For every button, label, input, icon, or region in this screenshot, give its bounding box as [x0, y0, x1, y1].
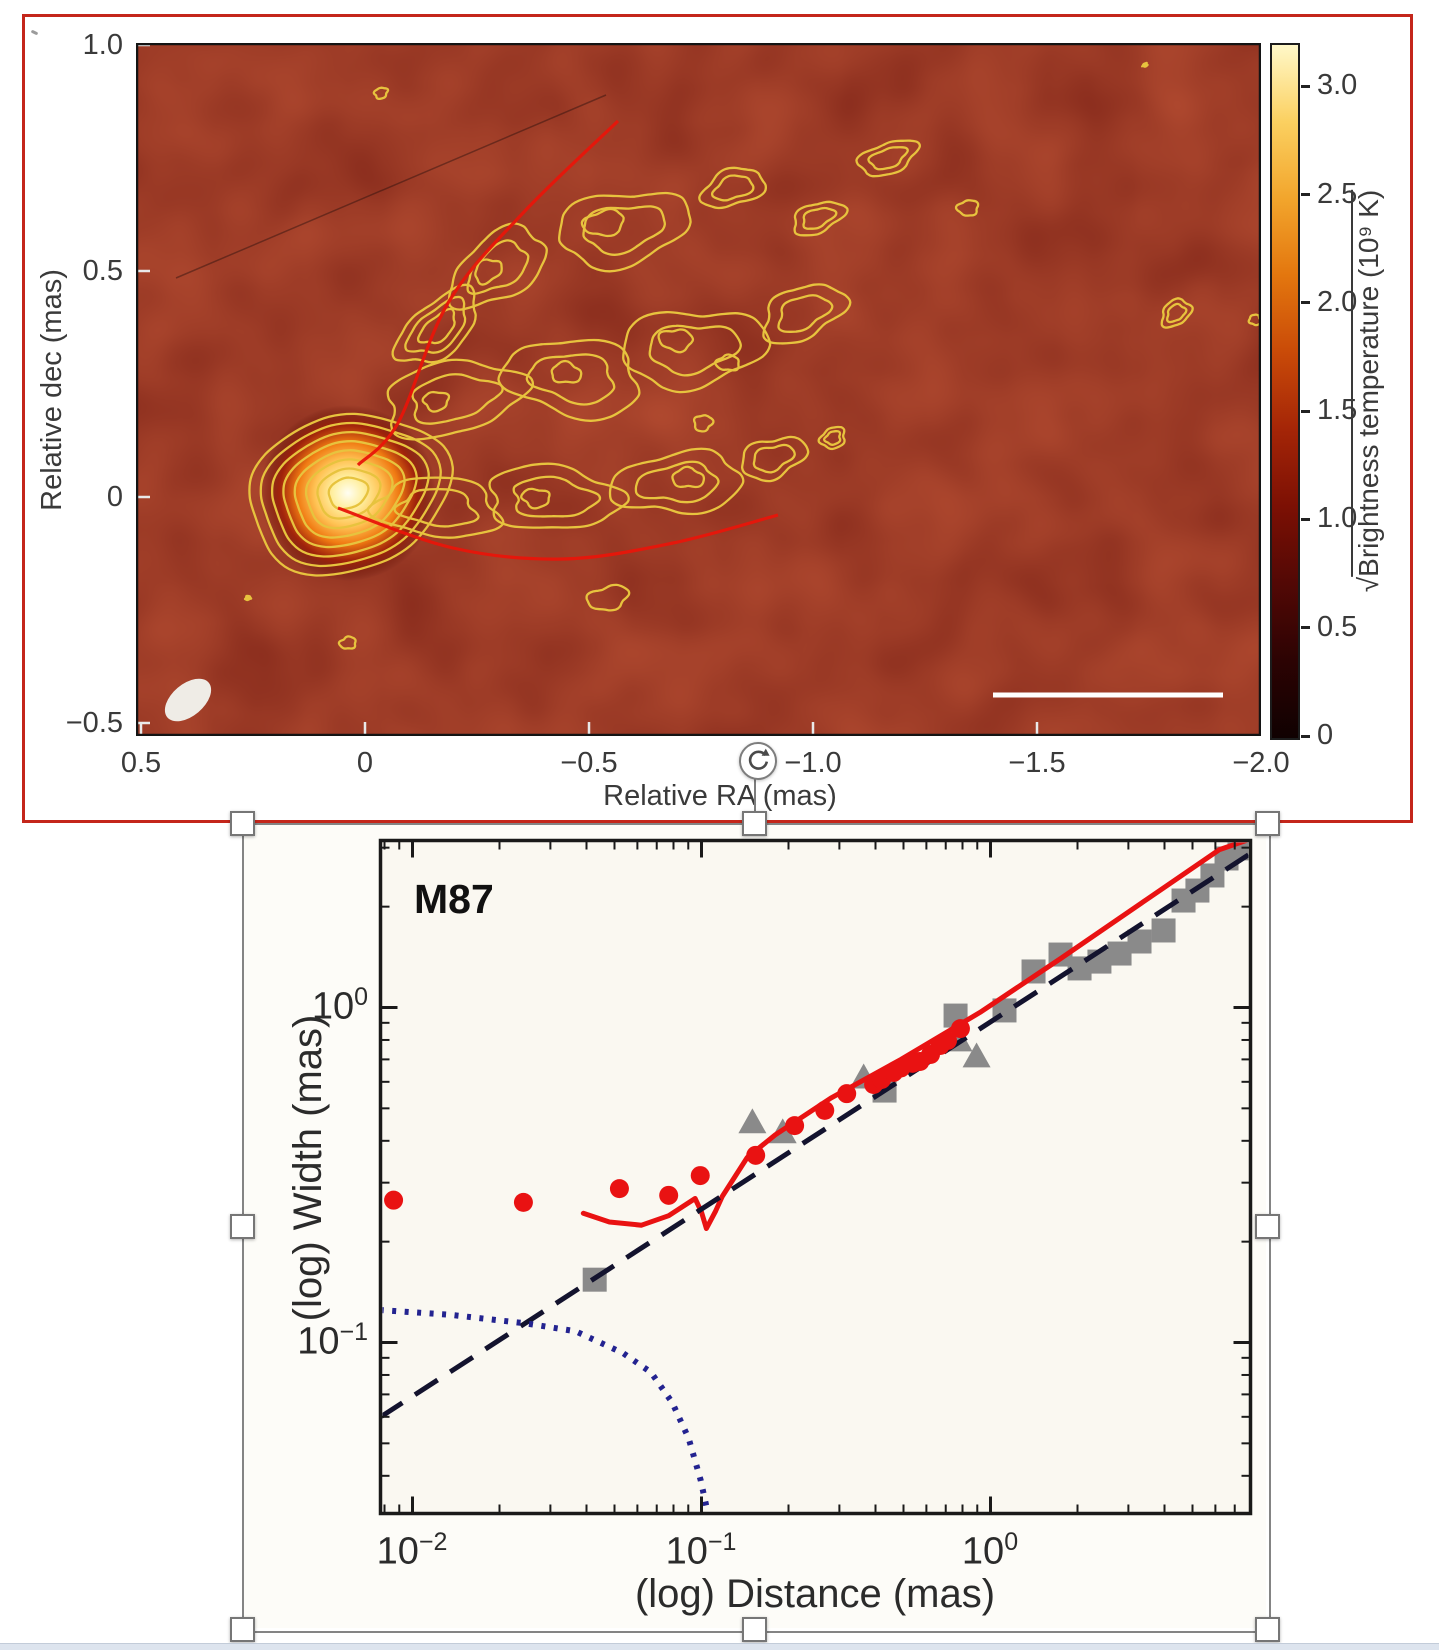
plot-x-axis-title: (log) Distance (mas) [634, 1572, 996, 1616]
colorbar [1270, 43, 1300, 740]
plot-y-tick-label: 10−1 [297, 1318, 368, 1363]
plot-title: M87 [414, 876, 494, 922]
map-x-tick-label: −1.0 [784, 747, 842, 779]
selection-box[interactable] [242, 823, 1271, 1633]
colorbar-tick-label: 0.5 [1317, 610, 1358, 643]
map-y-tick-label: −0.5 [65, 707, 123, 739]
map-x-tick-label: 0 [356, 747, 374, 779]
selection-handle-top-left[interactable] [229, 810, 255, 836]
selection-handle-top-center[interactable] [742, 810, 767, 836]
colorbar-tick-label: 1.5 [1317, 394, 1358, 427]
map-y-tick-label: 0 [106, 481, 123, 513]
map-x-tick-label: 0.5 [120, 747, 162, 779]
map-x-tick-label: −2.0 [1232, 747, 1290, 779]
rotation-handle[interactable] [739, 742, 777, 780]
width-profile-figure[interactable]: M87 [243, 824, 1266, 1628]
radio-map-figure[interactable]: Relative dec (mas) Relative RA (mas) √Br… [22, 14, 1413, 823]
map-x-tick-label: −0.5 [560, 747, 618, 779]
scatter-plot [378, 838, 1253, 1516]
map-x-tick-label: −1.5 [1008, 747, 1066, 779]
colorbar-tick-label: 3.0 [1317, 69, 1358, 102]
sqrt-symbol: √ [1353, 576, 1384, 593]
colorbar-tick [1301, 734, 1310, 738]
selection-handle-bottom-center[interactable] [742, 1616, 767, 1642]
selection-handle-top-right[interactable] [1254, 810, 1280, 836]
radio-map-image [136, 43, 1261, 736]
colorbar-tick-label: 2.0 [1317, 285, 1358, 318]
map-x-axis-title: Relative RA (mas) [603, 780, 837, 812]
stray-mark [30, 29, 39, 36]
map-y-tick-label: 1.0 [82, 29, 123, 61]
colorbar-tick-label: 0 [1317, 719, 1334, 751]
colorbar-tick-label: 2.5 [1317, 177, 1358, 210]
selection-handle-bottom-left[interactable] [229, 1616, 255, 1642]
selection-handle-bottom-right[interactable] [1254, 1616, 1280, 1642]
colorbar-tick [1301, 193, 1310, 197]
colorbar-tick [1301, 626, 1310, 630]
colorbar-tick [1301, 517, 1310, 521]
colorbar-tick [1301, 409, 1310, 413]
window-bottom-strip [0, 1643, 1439, 1650]
selection-handle-middle-right[interactable] [1254, 1213, 1280, 1239]
colorbar-tick-label: 1.0 [1317, 502, 1358, 535]
plot-x-tick-label: 10−1 [665, 1528, 737, 1573]
rotation-handle-stem [754, 777, 756, 824]
colorbar-tick [1301, 84, 1310, 88]
plot-y-tick-label: 100 [311, 983, 368, 1028]
plot-x-tick-label: 100 [961, 1528, 1019, 1573]
rotate-clockwise-icon [748, 748, 770, 770]
selection-handle-middle-left[interactable] [229, 1213, 255, 1239]
colorbar-tick [1301, 301, 1310, 305]
map-y-tick-label: 0.5 [82, 255, 123, 287]
plot-x-tick-label: 10−2 [376, 1528, 448, 1573]
